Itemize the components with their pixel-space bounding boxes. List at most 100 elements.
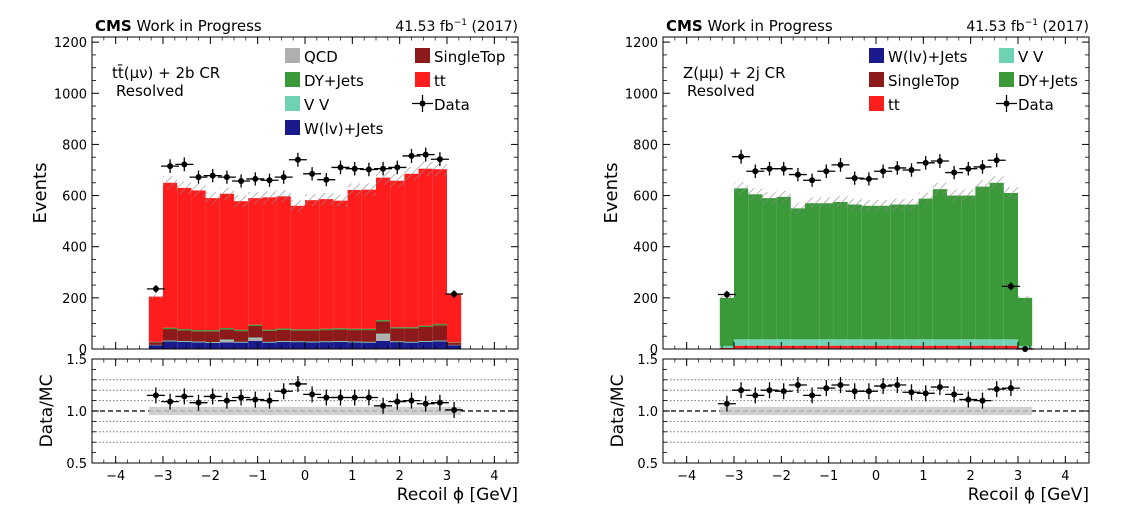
left-bar-v-v-11 xyxy=(305,342,319,343)
right-ratio-point-7 xyxy=(817,380,835,396)
left-bar-tt-12 xyxy=(319,199,333,329)
left-bar-tt-8 xyxy=(262,197,276,329)
left-uncertainty-14 xyxy=(348,184,362,197)
right-panel: CMS Work in Progress 41.53 fb−1 (2017) 0… xyxy=(601,17,1089,505)
right-uncertainty-21 xyxy=(1018,296,1032,300)
right-uncertainty-6 xyxy=(805,197,819,209)
left-data-point-0 xyxy=(147,285,165,293)
left-ratio-point-21 xyxy=(445,402,463,418)
left-bar-v-v-6 xyxy=(234,342,248,343)
right-bar-v-v-6 xyxy=(805,339,819,345)
right-ratio-point-18 xyxy=(974,393,992,409)
right-bar-dy-jets-20 xyxy=(1004,193,1018,339)
left-bar-v-v-10 xyxy=(291,341,305,342)
right-data-point-17 xyxy=(959,162,977,176)
left-bar-dy-jets-16 xyxy=(376,320,390,321)
left-ratio-y-tick-1: 1.0 xyxy=(66,405,87,420)
left-legend-label-data: Data xyxy=(434,96,470,114)
left-bar-dy-jets-0 xyxy=(149,342,163,343)
right-bar-v-v-13 xyxy=(904,339,918,345)
right-bar-v-v-7 xyxy=(819,339,833,345)
left-ratio-uncertainty-band xyxy=(149,407,461,415)
right-bar-tt-2 xyxy=(748,346,762,349)
right-uncertainty-18 xyxy=(975,180,989,193)
right-x-tick-0: −4 xyxy=(677,469,696,484)
left-uncertainty-7 xyxy=(248,192,262,204)
left-uncertainty-4 xyxy=(206,192,220,204)
left-bar-dy-jets-20 xyxy=(433,324,447,325)
left-ratio-y-tick-2: 1.5 xyxy=(66,353,87,368)
left-uncertainty-11 xyxy=(305,194,319,206)
left-ratio-y-tick-0: 0.5 xyxy=(66,457,87,472)
left-bar-w-lv-jets-19 xyxy=(419,342,433,349)
right-bar-dy-jets-10 xyxy=(862,206,876,339)
right-x-tick-1: −3 xyxy=(724,469,743,484)
right-y-tick-4: 800 xyxy=(633,138,658,153)
left-region-label: tt̄(μν) + 2b CR xyxy=(112,63,220,82)
right-uncertainty-9 xyxy=(848,199,862,211)
left-bar-v-v-14 xyxy=(348,342,362,343)
right-bar-dy-jets-16 xyxy=(947,196,961,340)
left-bar-v-v-17 xyxy=(390,341,404,342)
right-bar-dy-jets-0 xyxy=(720,298,734,346)
right-legend-tt: tt xyxy=(869,96,900,114)
right-data-point-11 xyxy=(874,165,892,178)
right-bar-v-v-3 xyxy=(762,339,776,345)
right-bar-v-v-1 xyxy=(734,339,748,345)
left-bar-dy-jets-8 xyxy=(262,330,276,331)
right-legend-label-v-v: V V xyxy=(1018,48,1044,66)
left-ratio-point-10 xyxy=(289,376,307,392)
left-bar-tt-16 xyxy=(376,178,390,320)
right-lumi: 41.53 fb xyxy=(966,19,1024,35)
left-bar-singletop-7 xyxy=(248,326,262,338)
left-bar-v-v-19 xyxy=(419,341,433,342)
right-bar-dy-jets-12 xyxy=(890,205,904,340)
left-bar-dy-jets-2 xyxy=(177,329,191,330)
right-data-point-5 xyxy=(789,168,807,181)
right-data-point-18 xyxy=(974,160,992,174)
right-bar-v-v-11 xyxy=(876,339,890,345)
left-data-point-11 xyxy=(303,167,321,180)
right-x-tick-3: −1 xyxy=(819,469,838,484)
left-legend-singletop: SingleTop xyxy=(415,48,505,66)
left-bar-tt-19 xyxy=(419,169,433,326)
left-y-tick-5: 1000 xyxy=(54,87,87,102)
right-uncertainty-5 xyxy=(791,203,805,214)
right-bar-v-v-19 xyxy=(990,339,1004,345)
right-uncertainty-17 xyxy=(961,189,975,201)
right-bar-v-v-12 xyxy=(890,339,904,345)
left-bar-singletop-8 xyxy=(262,331,276,342)
right-bar-v-v-8 xyxy=(833,339,847,345)
left-data-point-4 xyxy=(204,169,222,182)
right-data-point-10 xyxy=(860,172,878,185)
left-legend-label-v-v: V V xyxy=(304,96,330,114)
left-bar-w-lv-jets-2 xyxy=(177,342,191,349)
right-x-tick-8: 4 xyxy=(1061,469,1069,484)
left-y-tick-3: 600 xyxy=(62,190,87,205)
right-uncertainty-15 xyxy=(933,183,947,196)
right-bar-v-v-5 xyxy=(791,339,805,345)
left-uncertainty-0 xyxy=(149,294,163,298)
left-bar-v-v-9 xyxy=(277,341,291,342)
right-lumi-year: (2017) xyxy=(1042,19,1089,35)
right-region-label: Z(μμ) + 2j CR xyxy=(683,64,786,82)
right-data-point-15 xyxy=(931,154,949,168)
left-bar-singletop-9 xyxy=(277,330,291,341)
left-x-tick-2: −2 xyxy=(201,469,220,484)
left-data-point-6 xyxy=(232,174,250,187)
left-bar-tt-4 xyxy=(206,198,220,330)
right-bar-dy-jets-21 xyxy=(1018,298,1032,346)
right-region-sub: Resolved xyxy=(687,82,755,100)
left-bar-dy-jets-1 xyxy=(163,328,177,329)
right-ratio-y-tick-1: 1.0 xyxy=(637,405,658,420)
right-bar-dy-jets-8 xyxy=(833,202,847,339)
right-legend-label-w-lv-jets: W(lv)+Jets xyxy=(888,48,968,66)
right-bar-tt-14 xyxy=(919,346,933,349)
left-bar-singletop-17 xyxy=(390,329,404,342)
left-bar-tt-6 xyxy=(234,201,248,330)
left-panel: CMS Work in Progress 41.53 fb−1 (2017) 0… xyxy=(30,17,518,505)
left-uncertainty-6 xyxy=(234,195,248,207)
left-bar-dy-jets-17 xyxy=(390,327,404,328)
left-bar-v-v-1 xyxy=(163,341,177,342)
left-x-tick-8: 4 xyxy=(490,469,498,484)
